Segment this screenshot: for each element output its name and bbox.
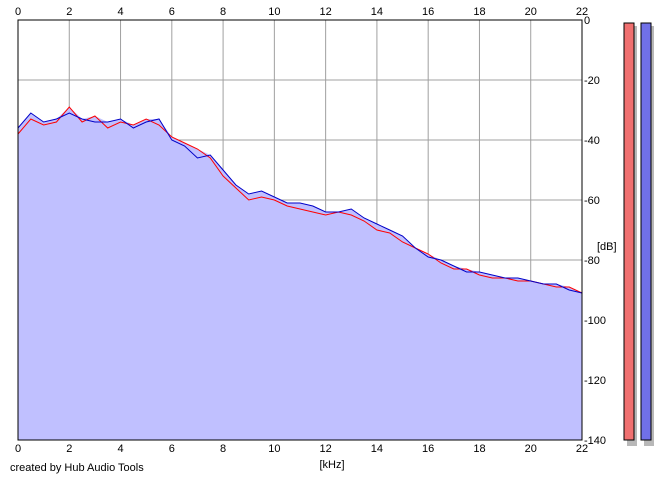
y-tick-label: -40	[584, 135, 600, 147]
x-tick-label-bottom: 20	[525, 443, 537, 455]
x-tick-label-bottom: 4	[117, 443, 123, 455]
series-line-1	[17, 112, 583, 294]
spectrum-lines	[17, 106, 583, 294]
x-tick-label-bottom: 8	[220, 443, 226, 455]
y-tick-label: -80	[584, 255, 600, 267]
spectrum-fill	[18, 107, 582, 440]
series-line-0	[17, 106, 583, 294]
x-tick-label-top: 14	[371, 6, 383, 18]
x-tick-label-bottom: 10	[268, 443, 280, 455]
y-tick-label: -100	[584, 315, 606, 327]
x-tick-label-top: 10	[268, 6, 280, 18]
x-tick-label-top: 0	[15, 6, 21, 18]
x-tick-label-bottom: 0	[15, 443, 21, 455]
x-tick-label-top: 20	[525, 6, 537, 18]
x-tick-label-bottom: 18	[473, 443, 485, 455]
x-tick-label-bottom: 16	[422, 443, 434, 455]
y-tick-label: -60	[584, 195, 600, 207]
y-tick-label: -120	[584, 375, 606, 387]
x-tick-label-top: 8	[220, 6, 226, 18]
x-tick-label-bottom: 6	[169, 443, 175, 455]
x-tick-label-top: 12	[320, 6, 332, 18]
y-tick-label: -140	[584, 435, 606, 447]
y-axis-label: [dB]	[597, 241, 617, 253]
x-tick-label-bottom: 12	[320, 443, 332, 455]
y-tick-label: -20	[584, 75, 600, 87]
x-tick-label-top: 16	[422, 6, 434, 18]
x-axis-label: [kHz]	[319, 459, 344, 471]
y-tick-label: 0	[584, 15, 590, 27]
x-tick-label-bottom: 2	[66, 443, 72, 455]
x-tick-label-top: 4	[117, 6, 123, 18]
x-tick-label-top: 2	[66, 6, 72, 18]
level-meters	[623, 22, 654, 446]
y-axis-ticks: 0 -20 -40 -60 -80 -100 -120 -140	[584, 15, 606, 447]
meter-left	[623, 22, 635, 441]
x-tick-label-top: 22	[576, 6, 588, 18]
plot-frame	[17, 19, 583, 441]
x-tick-label-top: 6	[169, 6, 175, 18]
meter-right	[640, 22, 652, 441]
x-tick-label-bottom: 22	[576, 443, 588, 455]
spectrum-area	[18, 107, 582, 440]
x-tick-label-top: 18	[473, 6, 485, 18]
credit-text: created by Hub Audio Tools	[10, 462, 144, 474]
x-tick-label-bottom: 14	[371, 443, 383, 455]
